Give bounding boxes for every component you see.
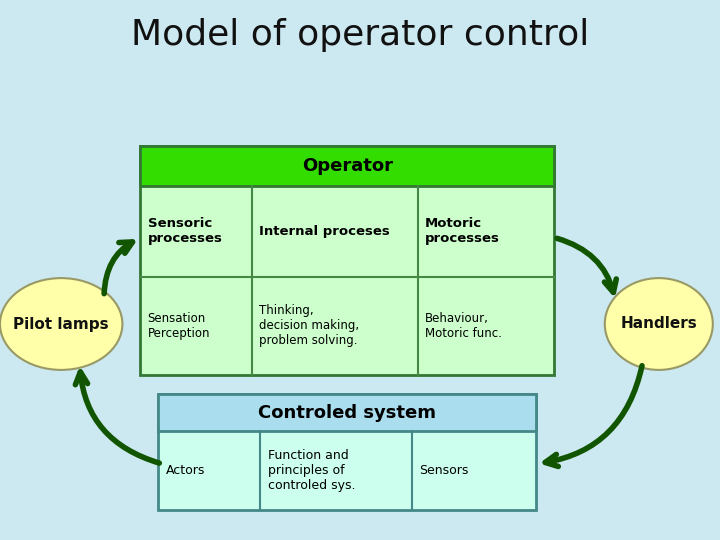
- FancyBboxPatch shape: [140, 146, 554, 186]
- Text: Function and
principles of
controled sys.: Function and principles of controled sys…: [268, 449, 355, 492]
- Text: Internal proceses: Internal proceses: [259, 225, 390, 238]
- FancyBboxPatch shape: [158, 394, 536, 431]
- Text: Motoric
processes: Motoric processes: [425, 217, 500, 245]
- Text: Thinking,
decision making,
problem solving.: Thinking, decision making, problem solvi…: [259, 305, 359, 347]
- Text: Sensoric
processes: Sensoric processes: [148, 217, 222, 245]
- Text: Model of operator control: Model of operator control: [131, 18, 589, 52]
- FancyBboxPatch shape: [140, 146, 554, 375]
- Text: Actors: Actors: [166, 464, 205, 477]
- Text: Handlers: Handlers: [621, 316, 697, 332]
- Ellipse shape: [0, 278, 122, 370]
- Text: Behaviour,
Motoric func.: Behaviour, Motoric func.: [425, 312, 502, 340]
- Text: Pilot lamps: Pilot lamps: [14, 316, 109, 332]
- FancyBboxPatch shape: [158, 394, 536, 510]
- Text: Controled system: Controled system: [258, 404, 436, 422]
- Text: Sensation
Perception: Sensation Perception: [148, 312, 210, 340]
- Text: Operator: Operator: [302, 157, 393, 175]
- Text: Sensors: Sensors: [419, 464, 468, 477]
- Ellipse shape: [605, 278, 713, 370]
